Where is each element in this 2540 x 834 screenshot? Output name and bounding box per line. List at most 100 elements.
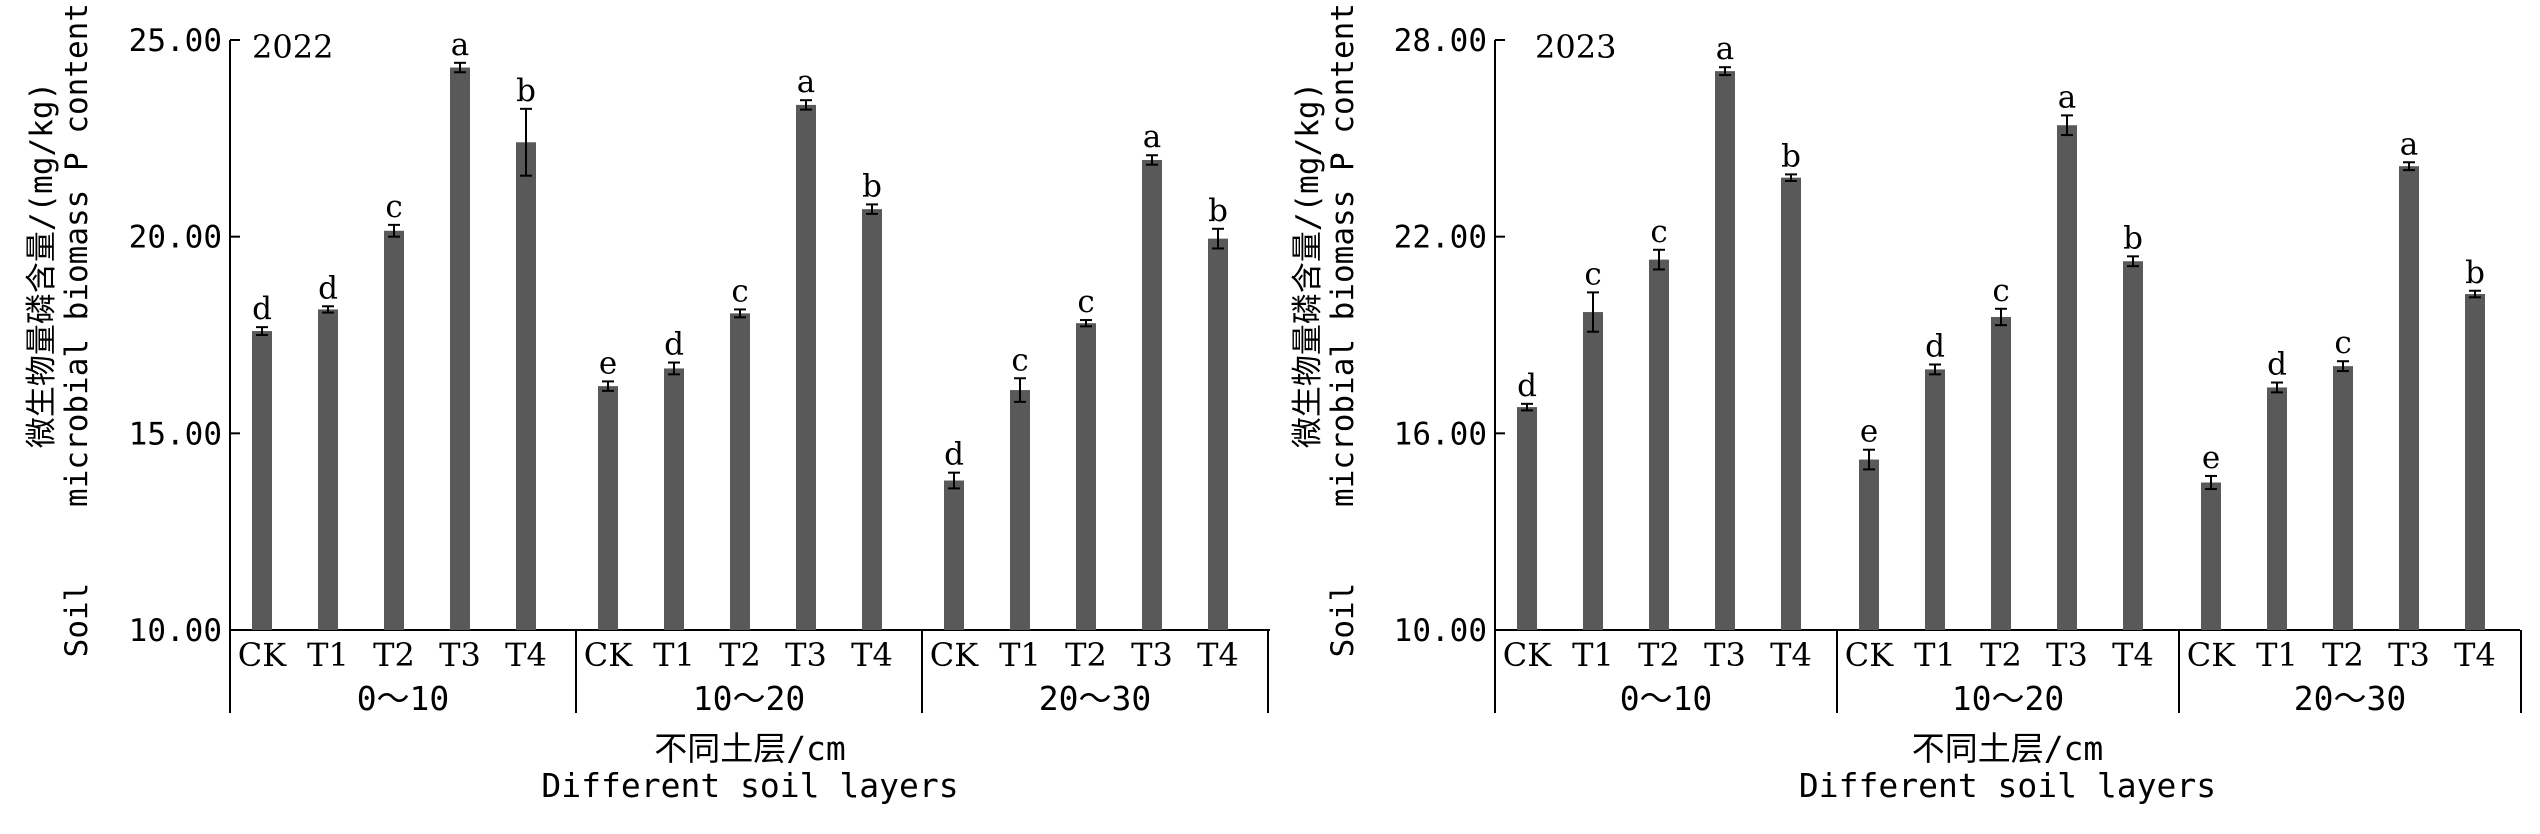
significance-letter: b xyxy=(2465,255,2485,291)
y-tick-label: 25.00 xyxy=(129,23,222,59)
bar xyxy=(384,230,404,630)
significance-letter: d xyxy=(318,270,338,306)
significance-letter: e xyxy=(1860,414,1878,450)
bar xyxy=(2465,294,2485,630)
significance-letter: a xyxy=(2400,126,2418,162)
category-label: T2 xyxy=(719,636,761,674)
significance-letter: d xyxy=(944,437,964,473)
bar xyxy=(1517,407,1537,630)
year-label: 2022 xyxy=(252,28,333,66)
bar xyxy=(730,313,750,630)
significance-letter: c xyxy=(385,189,402,225)
significance-letter: a xyxy=(1716,31,1734,67)
significance-letter: c xyxy=(2334,325,2351,361)
bar xyxy=(1010,390,1030,630)
significance-letter: d xyxy=(2267,347,2287,383)
category-label: T3 xyxy=(2388,636,2430,674)
layer-label: 10～20 xyxy=(693,679,805,718)
category-label: T1 xyxy=(653,636,695,674)
significance-letter: c xyxy=(1992,273,2009,309)
bar xyxy=(862,209,882,630)
y-tick-label: 22.00 xyxy=(1394,220,1487,256)
y-axis-title-en-prefix: Soil xyxy=(59,583,95,658)
y-axis-title-cn: 微生物量磷含量/(mg/kg) xyxy=(24,82,60,448)
bar xyxy=(2123,261,2143,630)
bar xyxy=(1649,259,1669,630)
significance-letter: d xyxy=(1925,329,1945,365)
significance-letter: d xyxy=(1517,368,1537,404)
x-axis-title-en: Different soil layers xyxy=(1799,766,2216,805)
category-label: T2 xyxy=(373,636,415,674)
category-label: T2 xyxy=(2322,636,2364,674)
y-tick-label: 15.00 xyxy=(129,416,222,452)
bar xyxy=(1715,71,1735,630)
bar xyxy=(1208,238,1228,630)
y-tick-label: 10.00 xyxy=(129,613,222,649)
bar xyxy=(598,386,618,630)
category-label: T1 xyxy=(999,636,1041,674)
category-label: T2 xyxy=(1638,636,1680,674)
y-tick-label: 20.00 xyxy=(129,220,222,256)
category-label: CK xyxy=(1845,636,1894,674)
bar xyxy=(944,480,964,630)
bar xyxy=(2201,482,2221,630)
category-label: CK xyxy=(2187,636,2236,674)
significance-letter: c xyxy=(1650,214,1667,250)
category-label: T3 xyxy=(1704,636,1746,674)
category-label: T4 xyxy=(2112,636,2154,674)
x-axis-title-cn: 不同土层/cm xyxy=(1912,729,2104,768)
bar xyxy=(1859,459,1879,630)
significance-letter: a xyxy=(1143,119,1161,155)
bar xyxy=(2267,387,2287,630)
significance-letter: b xyxy=(2123,220,2143,256)
significance-letter: e xyxy=(2202,440,2220,476)
category-label: T4 xyxy=(505,636,547,674)
significance-letter: c xyxy=(1077,284,1094,320)
category-label: T3 xyxy=(1131,636,1173,674)
category-label: T2 xyxy=(1065,636,1107,674)
category-label: T1 xyxy=(307,636,349,674)
bar xyxy=(664,368,684,630)
significance-letter: e xyxy=(599,345,617,381)
significance-letter: b xyxy=(516,73,536,109)
category-label: T4 xyxy=(1770,636,1812,674)
bar xyxy=(1781,177,1801,630)
category-label: T4 xyxy=(1197,636,1239,674)
category-label: T3 xyxy=(2046,636,2088,674)
bar xyxy=(252,331,272,630)
bar xyxy=(1142,159,1162,630)
significance-letter: c xyxy=(731,273,748,309)
category-label: CK xyxy=(930,636,979,674)
x-axis-title-en: Different soil layers xyxy=(541,766,958,805)
significance-letter: a xyxy=(451,27,469,63)
layer-label: 20～30 xyxy=(2294,679,2406,718)
category-label: T1 xyxy=(1572,636,1614,674)
category-label: T4 xyxy=(851,636,893,674)
category-label: CK xyxy=(584,636,633,674)
bar xyxy=(2333,366,2353,630)
y-axis-title-en-prefix: Soil xyxy=(1325,583,1361,658)
category-label: T1 xyxy=(1914,636,1956,674)
significance-letter: a xyxy=(2058,79,2076,115)
bar xyxy=(1583,312,1603,630)
category-label: T3 xyxy=(785,636,827,674)
category-label: CK xyxy=(1503,636,1552,674)
category-label: T1 xyxy=(2256,636,2298,674)
significance-letter: a xyxy=(797,64,815,100)
layer-label: 20～30 xyxy=(1039,679,1151,718)
significance-letter: b xyxy=(1781,138,1801,174)
bar xyxy=(516,142,536,630)
category-label: T4 xyxy=(2454,636,2496,674)
y-axis-title-cn: 微生物量磷含量/(mg/kg) xyxy=(1290,82,1326,448)
bar xyxy=(1076,323,1096,630)
bar xyxy=(796,104,816,630)
x-axis-title-cn: 不同土层/cm xyxy=(654,729,846,768)
year-label: 2023 xyxy=(1535,28,1616,66)
significance-letter: c xyxy=(1584,256,1601,292)
y-tick-label: 16.00 xyxy=(1394,416,1487,452)
y-tick-label: 10.00 xyxy=(1394,613,1487,649)
y-axis-title-en: microbial biomass P content xyxy=(1325,3,1361,507)
bar xyxy=(2057,125,2077,630)
bar xyxy=(1991,316,2011,630)
